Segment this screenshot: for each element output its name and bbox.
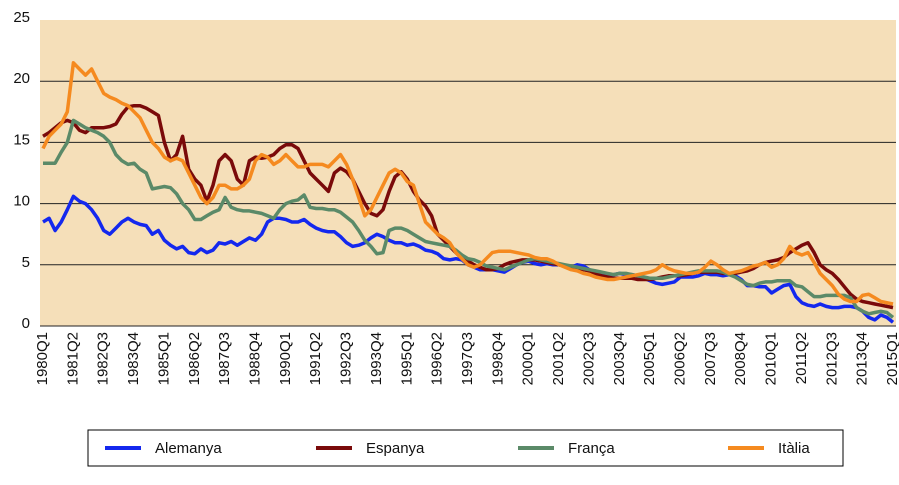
legend-label: Alemanya [155, 440, 222, 457]
legend-label: Itàlia [778, 440, 810, 457]
x-tick-label: 2011Q2 [793, 332, 810, 384]
x-tick-label: 1987Q3 [216, 332, 233, 385]
x-tick-label: 1982Q3 [95, 332, 112, 385]
series-line [41, 61, 894, 306]
series-line [42, 103, 894, 310]
legend [87, 429, 844, 467]
x-tick-label: 1997Q3 [459, 332, 476, 385]
x-tick-label: 2015Q1 [884, 332, 899, 385]
x-tick-label: 1983Q4 [125, 332, 142, 385]
x-tick-label: 2005Q1 [641, 332, 658, 385]
x-tick-label: 1998Q4 [489, 332, 506, 385]
x-tick-label: 2012Q3 [823, 332, 840, 385]
x-tick-label: 1980Q1 [34, 332, 51, 385]
x-tick-label: 1995Q1 [398, 332, 415, 385]
x-tick-label: 1996Q2 [429, 332, 446, 385]
y-tick-label: 0 [22, 315, 30, 332]
x-tick-label: 1986Q2 [186, 332, 203, 385]
legend-label: França [568, 440, 615, 457]
y-tick-label: 10 [13, 193, 30, 210]
x-tick-label: 2001Q2 [550, 332, 567, 385]
x-tick-label: 1991Q2 [307, 332, 324, 385]
series-line [43, 118, 895, 319]
x-tick-label: 2003Q4 [611, 332, 628, 385]
x-tick-label: 2010Q1 [763, 332, 780, 385]
y-tick-label: 20 [13, 70, 30, 87]
x-tick-label: 2002Q3 [580, 332, 597, 385]
x-tick-label: 2013Q4 [854, 332, 871, 385]
x-tick-label: 1992Q3 [338, 332, 355, 385]
legend-label: Espanya [366, 440, 425, 457]
y-tick-label: 5 [22, 254, 30, 271]
x-tick-label: 2000Q1 [520, 332, 537, 385]
x-tick-label: 1990Q1 [277, 332, 294, 385]
x-tick-label: 2008Q4 [732, 332, 749, 385]
x-tick-label: 1985Q1 [155, 332, 172, 385]
x-tick-label: 1988Q4 [246, 332, 263, 385]
plot-area [40, 20, 896, 326]
y-tick-label: 25 [13, 9, 30, 26]
x-tick-label: 2007Q3 [702, 332, 719, 385]
x-tick-label: 1981Q2 [64, 332, 81, 385]
x-tick-label: 2006Q2 [671, 332, 688, 385]
y-tick-label: 15 [13, 131, 30, 148]
x-tick-label: 1993Q4 [368, 332, 385, 385]
